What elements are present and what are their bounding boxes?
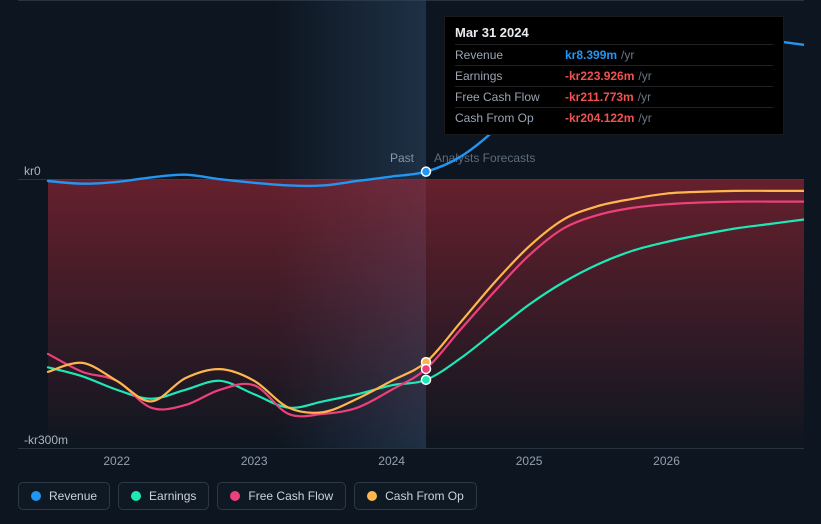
y-axis-label: -kr300m	[24, 433, 68, 447]
tooltip-unit: /yr	[638, 69, 651, 83]
tooltip-value: kr8.399m	[565, 48, 617, 62]
tooltip-value: -kr211.773m	[565, 90, 634, 104]
marker-revenue	[422, 167, 431, 176]
tooltip-unit: /yr	[638, 90, 651, 104]
tooltip-row-free-cash-flow: Free Cash Flow-kr211.773m/yr	[455, 86, 773, 107]
chart-tooltip: Mar 31 2024 Revenuekr8.399m/yrEarnings-k…	[444, 16, 784, 135]
tooltip-unit: /yr	[621, 48, 634, 62]
tooltip-value: -kr223.926m	[565, 69, 634, 83]
tooltip-row-revenue: Revenuekr8.399m/yr	[455, 44, 773, 65]
tooltip-unit: /yr	[638, 111, 651, 125]
tooltip-value: -kr204.122m	[565, 111, 634, 125]
legend-label: Free Cash Flow	[248, 489, 333, 503]
marker-earnings	[422, 375, 431, 384]
negative-region-fill	[48, 179, 804, 448]
legend: Revenue Earnings Free Cash Flow Cash From O…	[18, 482, 477, 510]
tooltip-row-earnings: Earnings-kr223.926m/yr	[455, 65, 773, 86]
y-axis-label: kr0	[24, 164, 41, 178]
legend-label: Cash From Op	[385, 489, 464, 503]
tooltip-metric: Free Cash Flow	[455, 90, 565, 104]
tooltip-row-cash-from-op: Cash From Op-kr204.122m/yr	[455, 107, 773, 128]
legend-dot-icon	[31, 491, 41, 501]
tooltip-metric: Revenue	[455, 48, 565, 62]
tooltip-metric: Cash From Op	[455, 111, 565, 125]
legend-label: Earnings	[149, 489, 196, 503]
legend-label: Revenue	[49, 489, 97, 503]
legend-item-cfo[interactable]: Cash From Op	[354, 482, 477, 510]
legend-dot-icon	[131, 491, 141, 501]
legend-dot-icon	[230, 491, 240, 501]
marker-fcf	[422, 364, 431, 373]
legend-item-earnings[interactable]: Earnings	[118, 482, 209, 510]
legend-item-fcf[interactable]: Free Cash Flow	[217, 482, 346, 510]
tooltip-metric: Earnings	[455, 69, 565, 83]
legend-item-revenue[interactable]: Revenue	[18, 482, 110, 510]
tooltip-date: Mar 31 2024	[455, 25, 773, 40]
legend-dot-icon	[367, 491, 377, 501]
